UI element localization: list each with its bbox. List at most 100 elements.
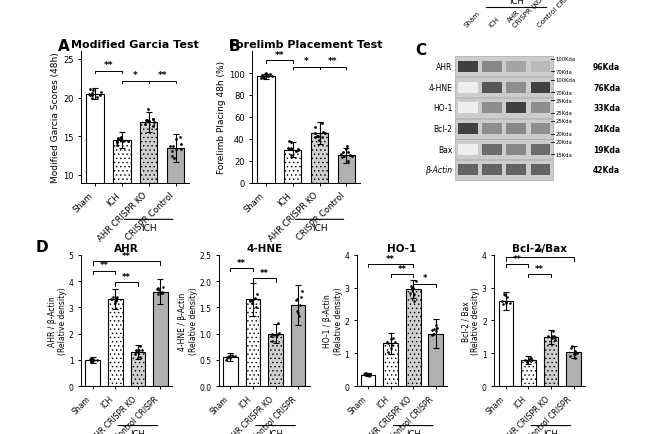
Text: 19Kda: 19Kda — [593, 145, 620, 155]
Bar — [458, 165, 478, 176]
Point — [296, 294, 306, 301]
Text: Control CRISPR: Control CRISPR — [536, 0, 577, 29]
Text: ICH: ICH — [488, 16, 500, 29]
Point — [309, 130, 320, 137]
Text: **: ** — [237, 258, 246, 267]
Point — [547, 332, 558, 339]
Text: **: ** — [535, 247, 544, 256]
Point — [107, 294, 118, 301]
Bar — [499, 301, 514, 386]
Point — [341, 143, 352, 150]
Text: **: ** — [103, 61, 113, 70]
Point — [122, 138, 133, 145]
Text: ICH: ICH — [509, 0, 523, 6]
Text: **: ** — [398, 264, 406, 273]
Point — [294, 302, 305, 309]
Point — [345, 152, 356, 159]
Point — [336, 151, 346, 158]
Point — [427, 331, 437, 338]
Point — [291, 148, 302, 155]
Point — [499, 291, 510, 298]
Title: AHR: AHR — [114, 243, 139, 253]
Point — [500, 300, 511, 307]
Point — [382, 340, 393, 347]
Point — [292, 147, 303, 154]
Point — [570, 351, 580, 358]
Point — [431, 327, 441, 334]
Bar — [167, 148, 185, 253]
Point — [221, 353, 231, 360]
Point — [261, 74, 272, 81]
Bar — [291, 305, 306, 386]
Point — [383, 348, 393, 355]
Point — [114, 135, 125, 141]
Point — [85, 356, 96, 363]
Y-axis label: AHR / β-Actin
(Relative density): AHR / β-Actin (Relative density) — [48, 287, 68, 355]
Bar — [530, 62, 551, 73]
Point — [547, 328, 558, 335]
Point — [407, 286, 417, 293]
Title: Bcl-2/Bax: Bcl-2/Bax — [512, 243, 567, 253]
Point — [252, 303, 262, 310]
Point — [86, 359, 96, 366]
Point — [86, 355, 97, 362]
Bar — [482, 103, 502, 114]
Point — [292, 308, 302, 315]
Point — [85, 357, 96, 364]
Point — [408, 285, 418, 292]
Text: **: ** — [99, 261, 109, 270]
Bar — [140, 123, 157, 253]
Point — [387, 342, 397, 349]
Point — [343, 149, 354, 156]
Point — [142, 117, 153, 124]
Point — [292, 146, 303, 153]
Bar — [506, 145, 526, 155]
Point — [337, 154, 347, 161]
Point — [143, 118, 153, 125]
Text: *: * — [133, 71, 138, 80]
Point — [224, 352, 234, 359]
Point — [318, 129, 329, 136]
Point — [153, 285, 164, 292]
Point — [169, 155, 179, 162]
Point — [118, 138, 128, 145]
Point — [92, 95, 103, 102]
Point — [111, 296, 122, 303]
Bar — [530, 145, 551, 155]
Point — [297, 288, 307, 295]
Point — [110, 298, 120, 305]
Point — [432, 325, 443, 332]
Point — [313, 133, 323, 140]
Text: ICH: ICH — [141, 224, 157, 233]
Point — [246, 297, 257, 304]
Point — [361, 370, 371, 377]
Text: 20Kda: 20Kda — [556, 140, 573, 145]
Point — [525, 354, 535, 361]
Point — [549, 334, 560, 341]
Point — [565, 352, 575, 359]
Text: **: ** — [386, 254, 395, 263]
Point — [113, 135, 124, 142]
Point — [259, 76, 269, 82]
Point — [312, 133, 322, 140]
Point — [405, 290, 415, 297]
Point — [283, 146, 294, 153]
Bar — [113, 141, 131, 253]
Point — [130, 351, 140, 358]
Point — [524, 356, 534, 363]
Point — [527, 357, 538, 364]
Point — [502, 294, 512, 301]
Point — [338, 149, 348, 156]
Point — [390, 339, 400, 345]
Bar — [85, 360, 100, 386]
Point — [272, 332, 283, 339]
Point — [570, 348, 580, 355]
Point — [364, 372, 374, 379]
Point — [406, 285, 417, 292]
Point — [261, 71, 272, 78]
Point — [157, 290, 167, 297]
Y-axis label: Modified Garcia Scores (48h): Modified Garcia Scores (48h) — [51, 53, 60, 183]
Bar — [456, 57, 552, 77]
Bar — [428, 334, 443, 386]
Point — [106, 296, 116, 302]
